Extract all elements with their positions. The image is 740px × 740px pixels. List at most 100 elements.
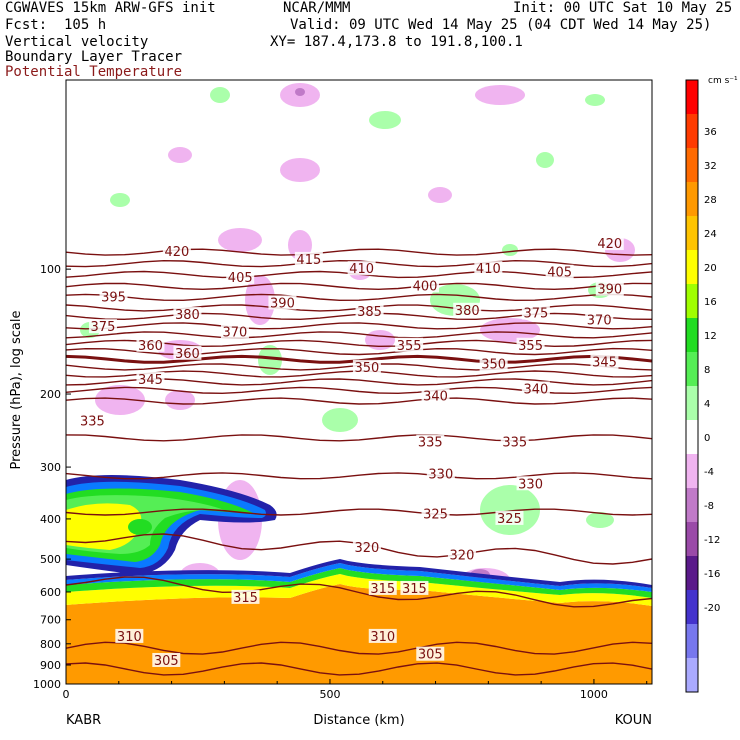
vertical-velocity-colorbar: 36 32 28 24 20 16 12 8 4 0 -4 -8 -12 -16 -20	[685, 79, 720, 693]
y-tick-label: 600	[40, 586, 61, 599]
theta-contour-405	[66, 282, 652, 291]
theta-contour-310	[66, 641, 652, 655]
colorbar-swatch	[686, 80, 698, 115]
colorbar-swatch	[686, 590, 698, 625]
theta-contour-370	[66, 347, 652, 356]
contour-label-background	[352, 359, 381, 374]
contour-label-background	[231, 589, 260, 604]
contour-label-background	[447, 547, 476, 562]
field-vertical-velocity: Vertical velocity	[5, 34, 149, 50]
contour-label-background	[426, 466, 455, 481]
theta-contour-340	[66, 397, 652, 405]
contour-label-background	[152, 652, 181, 667]
theta-contour-315	[66, 576, 652, 608]
contour-label-background	[78, 413, 107, 428]
y-tick-label: 500	[40, 553, 61, 566]
x-axis-label: Distance (km)	[313, 713, 404, 728]
contour-label-background	[173, 345, 202, 360]
contour-label-background	[268, 295, 297, 310]
contour-label: 335	[80, 415, 105, 430]
x-tick-label: 500	[319, 688, 340, 701]
contour-label: 320	[450, 548, 475, 563]
colorbar-swatch	[686, 522, 698, 557]
contour-label-background	[416, 434, 445, 449]
colorbar-swatch	[686, 624, 698, 659]
contour-label: 350	[355, 361, 380, 376]
theta-contour-385	[66, 322, 652, 330]
contour-label: 380	[455, 304, 480, 319]
colorbar-tick-label: 20	[704, 263, 717, 274]
contour-label-background	[400, 580, 429, 595]
theta-contour-335	[66, 434, 652, 442]
contour-label: 310	[117, 630, 142, 645]
x-tick-label: 1000	[580, 688, 608, 701]
contour-label-background	[421, 388, 450, 403]
contour-label: 390	[597, 283, 622, 298]
y-tick-label: 300	[40, 461, 61, 474]
theta-contour-330	[66, 472, 652, 480]
y-tick-label: 900	[40, 659, 61, 672]
colorbar-tick-label: 0	[704, 433, 710, 444]
colorbar-tick-label: 36	[704, 127, 717, 138]
contour-label: 410	[349, 262, 374, 277]
colorbar-frame	[685, 79, 699, 693]
colorbar-tick-label: 24	[704, 229, 717, 240]
contour-label-background	[136, 371, 165, 386]
contour-label-background	[173, 307, 202, 322]
y-tick-label: 200	[40, 388, 61, 401]
contour-label: 315	[233, 591, 258, 606]
distance-axis: 0 500 1000	[63, 679, 648, 701]
contour-label-background	[474, 261, 503, 276]
contour-label: 375	[91, 320, 116, 335]
colorbar-tick-label: -12	[704, 535, 720, 546]
colorbar-swatch	[686, 284, 698, 319]
contour-label-background	[226, 269, 255, 284]
y-tick-label: 800	[40, 638, 61, 651]
theta-contour-305	[66, 662, 652, 676]
pressure-axis: 100 200 300 400 500 600 700 800 900 1000	[33, 263, 71, 691]
contour-label: 335	[502, 436, 527, 451]
contour-label-background	[453, 302, 482, 317]
contour-label: 355	[397, 339, 422, 354]
contour-label-background	[355, 304, 384, 319]
theta-contour-325	[66, 508, 652, 516]
contour-label-background	[99, 289, 128, 304]
y-tick-label: 1000	[33, 678, 61, 691]
contour-label: 325	[497, 512, 522, 527]
theta-contour-400	[66, 293, 652, 302]
colorbar-swatch	[686, 216, 698, 251]
colorbar-swatch	[686, 658, 698, 693]
contour-label-background	[479, 356, 508, 371]
contour-label-background	[421, 506, 450, 521]
field-boundary-layer-tracer: Boundary Layer Tracer	[5, 49, 183, 65]
contour-label: 415	[296, 253, 321, 268]
colorbar-swatch	[686, 386, 698, 421]
contour-label: 310	[370, 630, 395, 645]
colorbar-swatch	[686, 420, 698, 455]
contour-label: 345	[138, 373, 163, 388]
contour-label: 390	[270, 296, 295, 311]
contour-label-background	[368, 628, 397, 643]
colorbar-swatch	[686, 114, 698, 149]
theta-contour-415	[66, 259, 652, 268]
colorbar-swatch	[686, 148, 698, 183]
init-time: Init: 00 UTC Sat 10 May 25	[513, 0, 733, 16]
end-station-label: KOUN	[615, 713, 652, 728]
theta-contour-420	[66, 248, 652, 256]
contour-label-background	[585, 312, 614, 327]
x-tick-label: 0	[63, 688, 70, 701]
colorbar-swatch	[686, 556, 698, 591]
colorbar-tick-label: -20	[704, 603, 720, 614]
organization-label: NCAR/MMM	[283, 0, 351, 16]
contour-label: 405	[547, 266, 572, 281]
y-axis-label: Pressure (hPa), log scale	[9, 311, 24, 470]
contour-label-background	[395, 337, 424, 352]
contour-label: 315	[402, 582, 427, 597]
theta-contour-380	[66, 331, 652, 339]
contour-label-background	[416, 646, 445, 661]
colorbar-tick-label: -4	[704, 467, 714, 478]
model-title: CGWAVES 15km ARW-GFS init	[5, 0, 216, 16]
colorbar-swatch	[686, 182, 698, 217]
contour-label: 305	[418, 648, 443, 663]
